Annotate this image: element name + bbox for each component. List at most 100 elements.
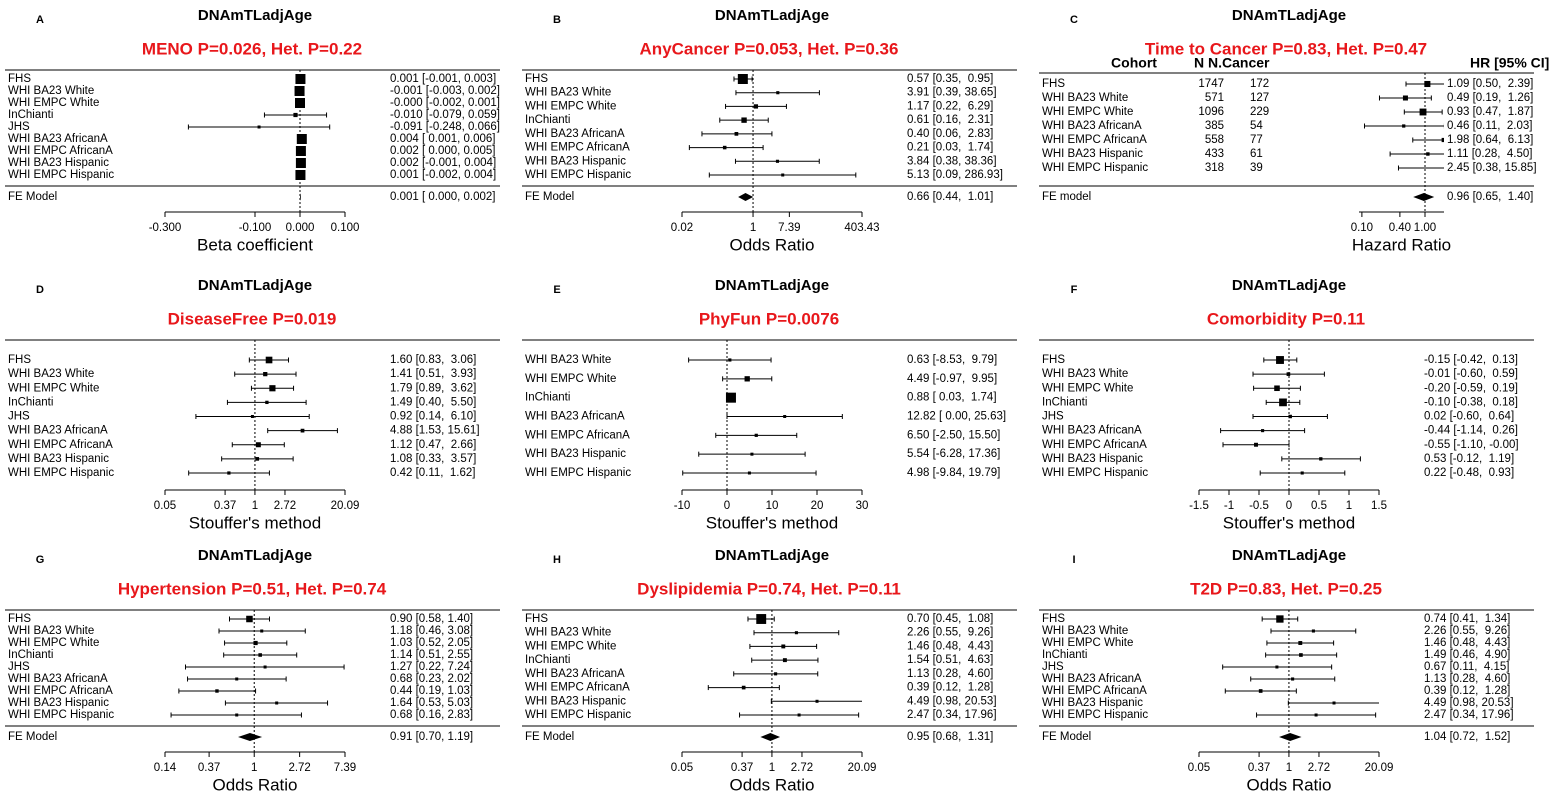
estimate-box — [741, 117, 747, 123]
panel-title: AnyCancer P=0.053, Het. P=0.36 — [640, 39, 899, 58]
estimate-box — [246, 615, 253, 623]
estimate-label: 0.002 [ 0.000, 0.005] — [390, 145, 496, 157]
summary-label: FE Model — [8, 731, 57, 743]
row-label: WHI EMPC White — [525, 100, 616, 112]
row-label: InChianti — [1042, 396, 1087, 408]
row-label: WHI BA23 White — [525, 354, 611, 366]
row-label: WHI BA23 AfricanA — [525, 668, 625, 680]
estimate-label: 0.40 [0.06, 2.83] — [907, 128, 993, 140]
x-axis-label: Beta coefficient — [197, 235, 313, 254]
estimate-label: 1.13 [0.28, 4.60] — [907, 668, 993, 680]
x-tick-label: 0.14 — [154, 762, 177, 774]
n-cancer-value: 229 — [1250, 106, 1269, 118]
row-label: WHI EMPC Hispanic — [525, 709, 631, 721]
estimate-box — [295, 170, 306, 180]
row-label: WHI EMPC AfricanA — [1042, 685, 1147, 697]
estimate-label: 1.27 [0.22, 7.24] — [390, 661, 473, 673]
row-label: WHI EMPC AfricanA — [525, 429, 630, 441]
row-label: WHI EMPC Hispanic — [1042, 162, 1148, 174]
plot-area — [1222, 615, 1379, 741]
estimate-box — [253, 640, 258, 646]
estimate-label: -0.15 [-0.42, 0.13] — [1424, 354, 1518, 366]
x-tick-label: 0 — [724, 500, 730, 512]
estimate-label: 0.39 [0.12, 1.28] — [907, 682, 993, 694]
x-tick-label: 1.00 — [1414, 222, 1436, 234]
panel-letter: E — [553, 284, 560, 296]
x-tick-label: 1 — [251, 762, 257, 774]
x-tick-label: 20.09 — [1365, 762, 1394, 774]
estimate-box — [1441, 137, 1444, 143]
x-tick-label: 0 — [1286, 500, 1292, 512]
x-tick-label: 1 — [252, 500, 258, 512]
x-axis-label: Stouffer's method — [1223, 513, 1355, 532]
n-cancer-value: 39 — [1250, 162, 1263, 174]
plot-area — [170, 615, 345, 741]
row-label: WHI EMPC AfricanA — [525, 142, 630, 154]
row-label: FHS — [525, 613, 548, 625]
row-label: WHI EMPC AfricanA — [8, 145, 113, 157]
panel-title: MENO P=0.026, Het. P=0.22 — [142, 39, 362, 58]
row-label: WHI EMPC Hispanic — [525, 467, 631, 479]
row-label: InChianti — [8, 109, 53, 121]
x-axis-label: Stouffer's method — [189, 513, 321, 532]
row-label: WHI BA23 White — [1042, 92, 1128, 104]
row-label: JHS — [8, 411, 30, 423]
column-header: HR [95% CI] — [1470, 55, 1549, 71]
x-tick-label: 403.43 — [844, 222, 879, 234]
estimate-label: -0.20 [-0.59, 0.19] — [1424, 382, 1518, 394]
row-label: WHI BA23 AfricanA — [8, 133, 108, 145]
row-label: WHI BA23 Hispanic — [1042, 148, 1143, 160]
panel-title: PhyFun P=0.0076 — [699, 309, 839, 328]
estimate-label: 5.54 [-6.28, 17.36] — [907, 448, 1000, 460]
estimate-box — [227, 471, 231, 475]
summary-label: FE model — [1042, 191, 1091, 203]
estimate-label: 0.001 [-0.001, 0.003] — [390, 73, 496, 85]
row-label: WHI EMPC White — [1042, 106, 1133, 118]
x-axis-label: Odds Ratio — [1246, 775, 1331, 794]
estimate-label: -0.55 [-1.10, -0.00] — [1424, 439, 1519, 451]
estimate-box — [263, 665, 267, 669]
x-tick-label: -10 — [674, 500, 691, 512]
estimate-label: 0.93 [0.47, 1.87] — [1447, 106, 1533, 118]
estimate-label: 1.49 [0.40, 5.50] — [390, 396, 476, 408]
estimate-box — [776, 91, 780, 95]
x-tick-label: 7.39 — [334, 762, 356, 774]
estimate-box — [1291, 677, 1295, 681]
column-header: N — [1194, 55, 1204, 71]
estimate-label: 0.21 [0.03, 1.74] — [907, 142, 993, 154]
column-header: Cohort — [1111, 55, 1157, 71]
estimate-box — [1319, 457, 1323, 461]
row-label: JHS — [1042, 411, 1064, 423]
estimate-label: 4.49 [0.98, 20.53] — [1424, 697, 1514, 709]
row-label: WHI EMPC White — [1042, 637, 1133, 649]
estimate-label: 1.12 [0.47, 2.66] — [390, 439, 476, 451]
row-label: WHI EMPC Hispanic — [1042, 467, 1148, 479]
n-cancer-value: 61 — [1250, 148, 1263, 160]
estimate-box — [797, 713, 801, 717]
row-label: WHI BA23 AfricanA — [1042, 425, 1142, 437]
row-label: JHS — [8, 661, 30, 673]
estimate-box — [1332, 701, 1336, 705]
estimate-box — [294, 86, 305, 96]
row-label: JHS — [8, 121, 30, 133]
estimate-box — [1279, 398, 1287, 407]
x-axis-label: Hazard Ratio — [1352, 235, 1451, 254]
summary-diamond — [238, 733, 263, 741]
x-tick-label: 2.72 — [1308, 762, 1330, 774]
row-label: WHI EMPC AfricanA — [8, 685, 113, 697]
x-tick-label: 30 — [856, 500, 869, 512]
n-value: 1747 — [1198, 78, 1224, 90]
x-tick-label: 1 — [1286, 762, 1292, 774]
row-label: WHI BA23 Hispanic — [1042, 453, 1143, 465]
n-cancer-value: 77 — [1250, 134, 1263, 146]
estimate-label: 2.47 [0.34, 17.96] — [1424, 709, 1514, 721]
row-label: WHI BA23 White — [8, 368, 94, 380]
plot-area — [707, 614, 862, 741]
estimate-label: 4.88 [1.53, 15.61] — [390, 425, 480, 437]
estimate-box — [741, 685, 746, 690]
estimate-label: 1.09 [0.50, 2.39] — [1447, 78, 1533, 90]
row-label: WHI EMPC White — [525, 640, 616, 652]
estimate-label: -0.10 [-0.38, 0.18] — [1424, 396, 1518, 408]
estimate-box — [295, 146, 306, 156]
panel-header: DNAmTLadjAge — [1232, 547, 1346, 564]
